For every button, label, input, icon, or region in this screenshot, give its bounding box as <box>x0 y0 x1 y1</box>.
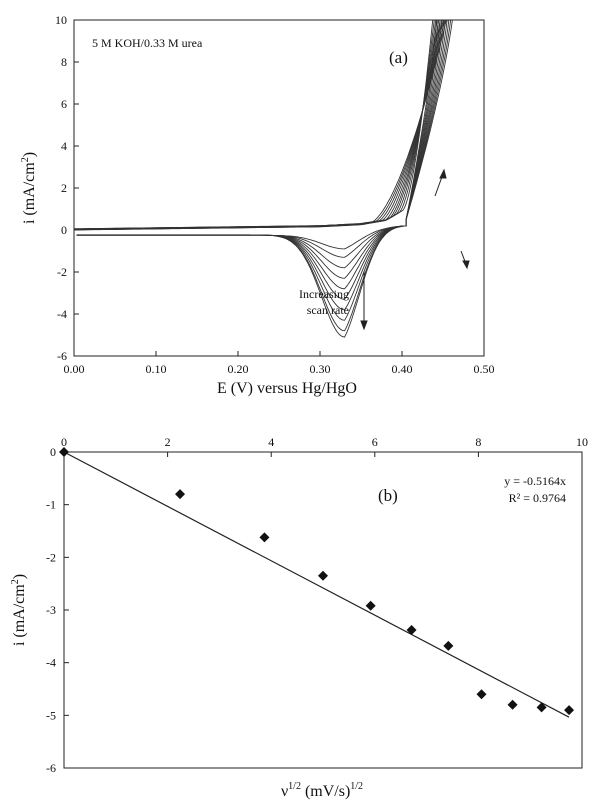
chart-a-y-tick-label: -6 <box>57 349 67 363</box>
chart-b-y-label-close: ) <box>11 574 28 579</box>
scan-rate-label-line2: scan rate <box>307 303 349 317</box>
cv-curve <box>74 20 453 338</box>
chart-b-x-tick-label: 2 <box>165 435 171 449</box>
chart-b: 0 2 4 6 8 10 0 -1 -2 -3 -4 -5 -6 (b) y = -0.5164x R²… <box>10 435 588 800</box>
data-point <box>318 570 328 581</box>
chart-a-y-label-main: i (mA/cm <box>21 162 38 224</box>
chart-b-trendline-group <box>63 451 570 718</box>
chart-a-x-tick-label: 0.40 <box>392 362 413 376</box>
chart-a-ticks: 0.00 0.10 0.20 0.30 0.40 0.50 -6 -4 -2 0 2 4 6 8 10 <box>55 13 495 376</box>
chart-a-y-tick-label: 8 <box>61 55 67 69</box>
chart-a-y-tick-label: -2 <box>57 265 67 279</box>
data-point <box>476 689 487 700</box>
chart-b-x-label-sup2: 1/2 <box>350 781 363 792</box>
chart-b-plot-area <box>63 451 583 769</box>
chart-a: 0.00 0.10 0.20 0.30 0.40 0.50 -6 -4 -2 0 2 4 6 8 10 5 … <box>20 13 495 397</box>
chart-b-y-tick-label: -4 <box>46 656 56 670</box>
chart-a-x-axis-label: E (V) versus Hg/HgO <box>217 380 357 397</box>
chart-b-y-tick-label: -6 <box>46 761 56 775</box>
chart-b-x-tick-label: 4 <box>268 435 274 449</box>
chart-a-y-tick-label: 10 <box>55 13 67 27</box>
trendline-equation: y = -0.5164x <box>504 474 566 488</box>
data-point <box>406 625 417 636</box>
chart-a-x-tick-label: 0.50 <box>474 362 495 376</box>
chart-a-y-axis-label: i (mA/cm2) <box>20 152 38 224</box>
scan-rate-label-line1: Increasing <box>299 287 349 301</box>
chart-b-x-tick-label: 0 <box>61 435 67 449</box>
reverse-scan-arrow <box>460 250 470 270</box>
chart-b-x-label-mid: (mV/s) <box>301 783 350 800</box>
chart-a-x-tick-label: 0.00 <box>64 362 85 376</box>
chart-a-y-tick-label: -4 <box>57 307 67 321</box>
data-point <box>175 489 186 500</box>
chart-a-y-tick-label: 4 <box>61 139 67 153</box>
chart-a-plot-area <box>73 19 485 357</box>
chart-b-y-tick-label: -5 <box>46 708 56 722</box>
chart-a-y-tick-label: 6 <box>61 97 67 111</box>
chart-b-y-tick-label: -1 <box>46 498 56 512</box>
chart-b-y-tick-label: 0 <box>50 445 56 459</box>
increasing-scan-arrow <box>360 271 368 331</box>
chart-a-y-tick-label: 0 <box>61 223 67 237</box>
chart-b-x-tick-label: 6 <box>372 435 378 449</box>
chart-a-y-tick-label: 2 <box>61 181 67 195</box>
data-point <box>59 447 69 457</box>
data-point <box>564 705 575 716</box>
chart-b-x-tick-label: 10 <box>576 435 588 449</box>
trendline-r2: R² = 0.9764 <box>509 491 566 505</box>
chart-b-panel-label: (b) <box>378 486 398 505</box>
chart-b-y-tick-label: -2 <box>46 550 56 564</box>
trendline <box>63 451 570 718</box>
data-point <box>507 699 518 710</box>
forward-scan-arrow <box>434 168 447 197</box>
chart-a-annotation: 5 M KOH/0.33 M urea <box>92 36 203 50</box>
chart-b-x-tick-label: 8 <box>475 435 481 449</box>
chart-b-x-axis-label: ν1/2 (mV/s)1/2 <box>281 781 363 800</box>
chart-b-y-tick-label: -3 <box>46 603 56 617</box>
chart-a-curves <box>74 20 453 338</box>
chart-a-y-label-sup: 2 <box>20 157 31 162</box>
chart-a-panel-label: (a) <box>389 48 408 67</box>
chart-a-y-label-close: ) <box>21 152 38 157</box>
data-point <box>536 702 547 713</box>
chart-a-x-tick-label: 0.20 <box>228 362 249 376</box>
chart-b-points <box>59 447 575 716</box>
chart-a-x-tick-label: 0.30 <box>310 362 331 376</box>
chart-b-y-label-main: i (mA/cm <box>11 584 28 646</box>
chart-a-x-tick-label: 0.10 <box>146 362 167 376</box>
data-point <box>365 600 376 611</box>
data-point <box>259 532 270 543</box>
chart-b-x-label-sup1: 1/2 <box>288 781 301 792</box>
chart-b-x-label-main: ν <box>281 783 288 800</box>
chart-b-y-axis-label: i (mA/cm2) <box>10 574 28 646</box>
chart-b-y-label-sup: 2 <box>10 579 21 584</box>
chart-b-ticks: 0 2 4 6 8 10 0 -1 -2 -3 -4 -5 -6 <box>46 435 588 775</box>
data-point <box>443 640 454 651</box>
